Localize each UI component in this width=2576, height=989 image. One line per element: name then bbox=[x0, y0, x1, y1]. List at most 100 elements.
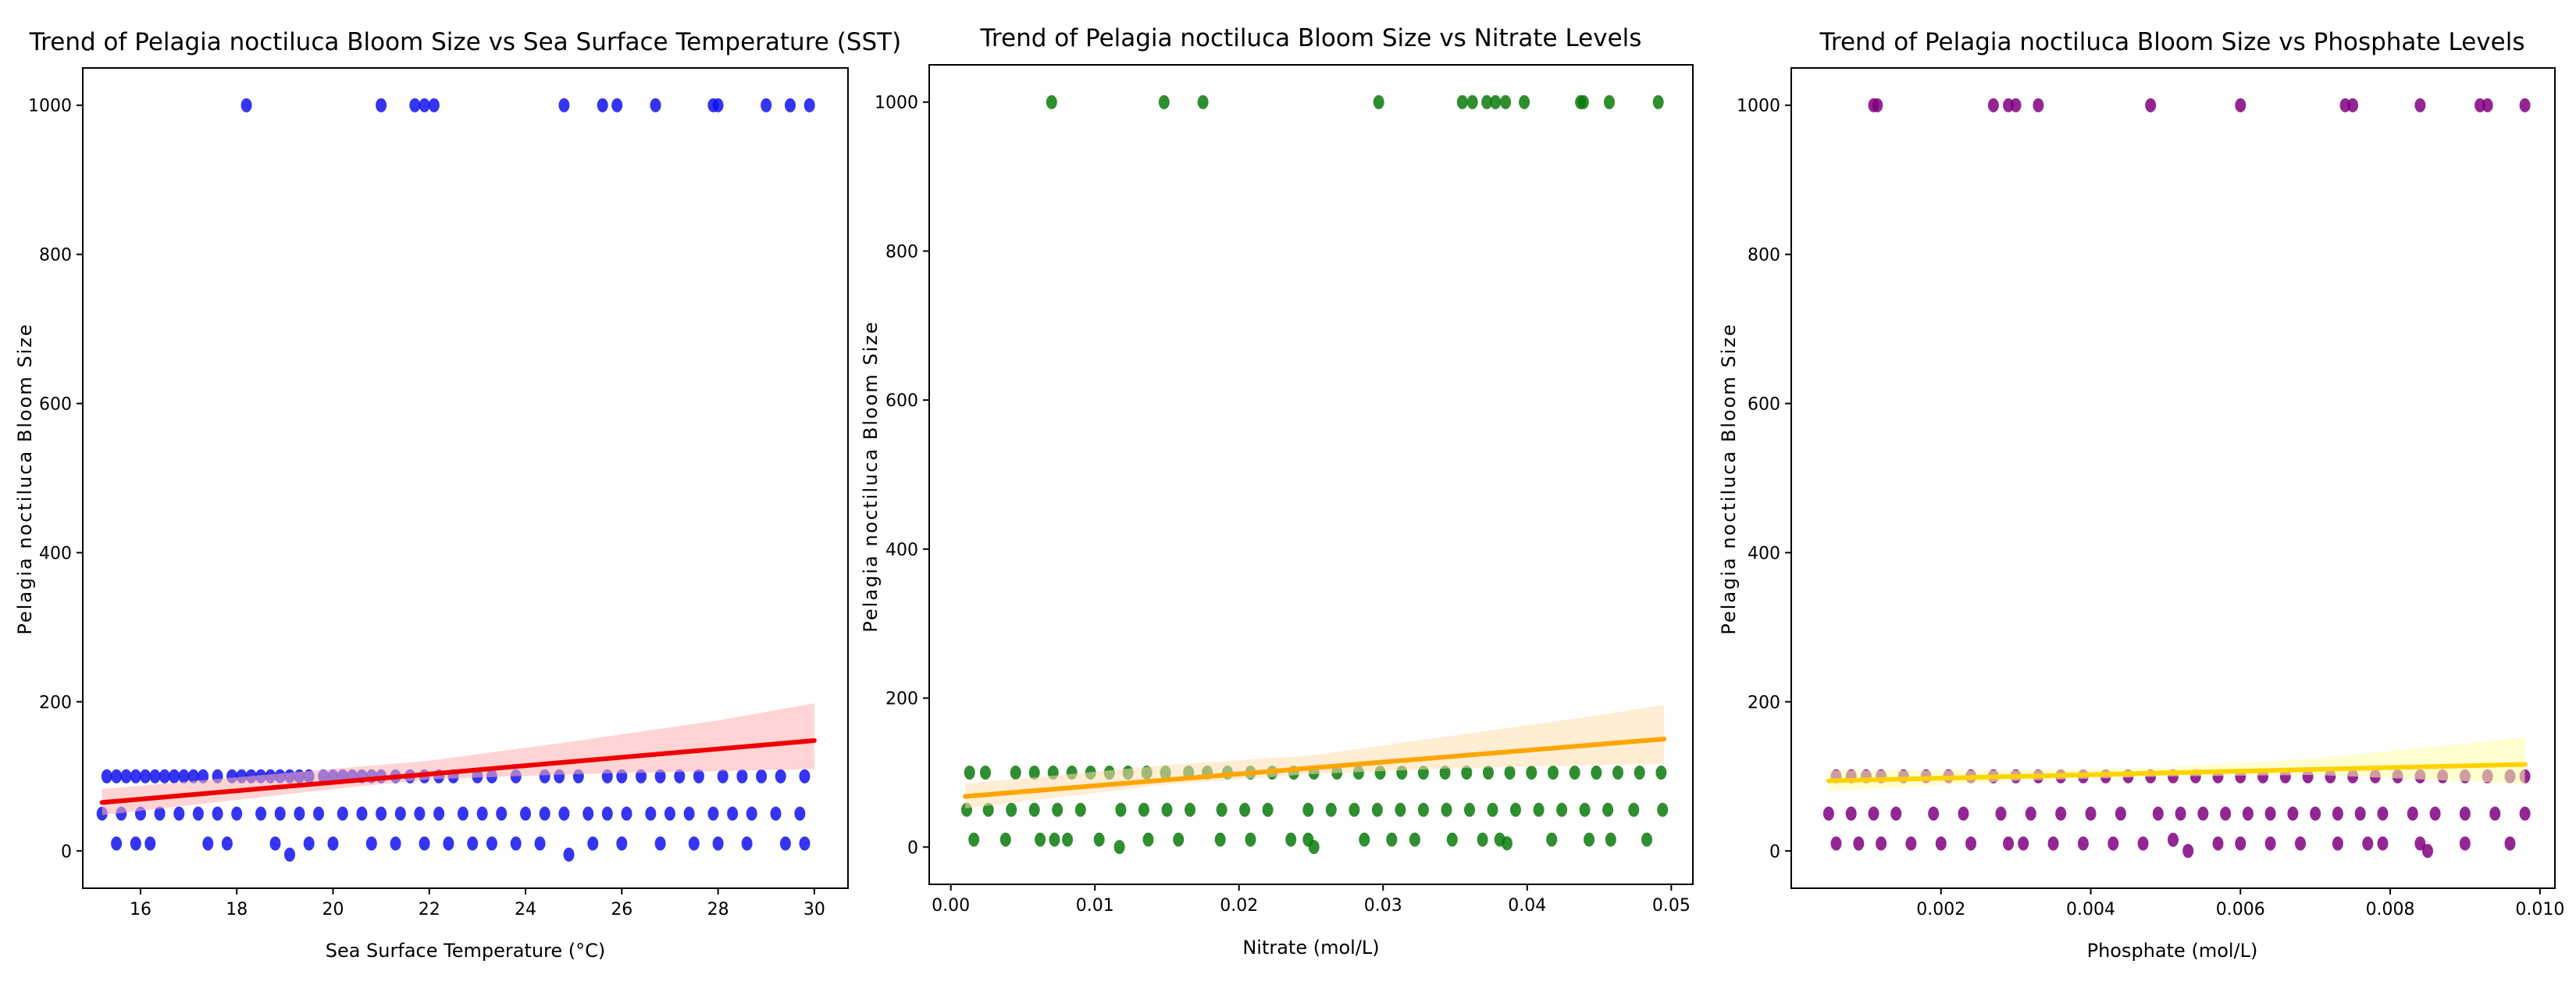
data-point bbox=[1245, 832, 1256, 847]
data-point bbox=[140, 769, 151, 784]
data-point bbox=[1138, 802, 1149, 817]
data-point bbox=[1216, 802, 1227, 817]
data-point bbox=[1481, 95, 1493, 109]
y-tick-label: 0 bbox=[1769, 842, 1780, 862]
chart-panel-nitrate: Trend of Pelagia noctiluca Bloom Size vs… bbox=[860, 24, 1694, 959]
data-point bbox=[2459, 806, 2471, 821]
data-point bbox=[111, 769, 123, 784]
data-point bbox=[1028, 802, 1040, 817]
data-point bbox=[1612, 766, 1623, 780]
data-point bbox=[2242, 806, 2254, 821]
y-tick-label: 400 bbox=[885, 541, 918, 560]
y-tick-label: 200 bbox=[1748, 693, 1780, 712]
data-point bbox=[674, 769, 686, 784]
y-tick-label: 800 bbox=[1748, 246, 1780, 266]
y-axis-label: Pelagia noctiluca Bloom Size bbox=[860, 320, 882, 632]
data-point bbox=[212, 806, 223, 821]
x-axis-label: Nitrate (mol/L) bbox=[1242, 937, 1379, 959]
data-point bbox=[510, 836, 522, 851]
data-point bbox=[1876, 836, 1887, 851]
data-point bbox=[1006, 802, 1017, 817]
data-point bbox=[327, 836, 339, 851]
x-axis-label: Sea Surface Temperature (°C) bbox=[326, 940, 606, 962]
data-point bbox=[2459, 836, 2471, 851]
data-point bbox=[2003, 836, 2015, 851]
data-point bbox=[1115, 802, 1127, 817]
data-point bbox=[101, 769, 112, 784]
data-point bbox=[1456, 95, 1468, 109]
data-point bbox=[1161, 802, 1173, 817]
data-point bbox=[1349, 802, 1360, 817]
data-point bbox=[2295, 836, 2306, 851]
data-point bbox=[1173, 832, 1185, 847]
data-point bbox=[356, 806, 368, 821]
data-point bbox=[1556, 802, 1568, 817]
data-point bbox=[2422, 844, 2433, 859]
data-point bbox=[2489, 806, 2501, 821]
data-point bbox=[1500, 95, 1512, 109]
data-point bbox=[1958, 806, 1969, 821]
data-point bbox=[1546, 832, 1558, 847]
data-point bbox=[394, 806, 406, 821]
data-point bbox=[1487, 802, 1498, 817]
data-point bbox=[303, 836, 315, 851]
data-point bbox=[1285, 832, 1297, 847]
data-point bbox=[736, 769, 748, 784]
data-point bbox=[761, 98, 772, 112]
data-point bbox=[539, 806, 550, 821]
data-point bbox=[1461, 766, 1473, 780]
data-point bbox=[2025, 806, 2036, 821]
data-point bbox=[496, 806, 508, 821]
data-point bbox=[419, 836, 430, 851]
data-point bbox=[650, 98, 661, 112]
x-tick-label: 0.006 bbox=[2216, 900, 2265, 919]
data-point bbox=[1113, 840, 1125, 855]
data-point bbox=[712, 836, 724, 851]
data-point bbox=[799, 769, 811, 784]
data-point bbox=[964, 766, 975, 780]
data-point bbox=[192, 806, 204, 821]
data-point bbox=[2107, 836, 2119, 851]
data-point bbox=[558, 806, 570, 821]
data-point bbox=[1965, 836, 1977, 851]
data-point bbox=[1995, 806, 2007, 821]
data-point bbox=[1890, 806, 1902, 821]
y-tick-label: 400 bbox=[1748, 544, 1780, 563]
data-point bbox=[1483, 766, 1494, 780]
y-tick-label: 0 bbox=[61, 842, 72, 862]
data-point bbox=[187, 769, 199, 784]
data-point bbox=[1519, 95, 1530, 109]
data-point bbox=[1417, 802, 1429, 817]
x-tick-label: 28 bbox=[707, 900, 729, 919]
data-point bbox=[1591, 766, 1602, 780]
data-point bbox=[1325, 802, 1337, 817]
plot-area bbox=[1822, 98, 2531, 859]
data-point bbox=[1446, 832, 1458, 847]
data-point bbox=[313, 806, 324, 821]
data-point bbox=[683, 806, 695, 821]
data-point bbox=[587, 836, 599, 851]
plot-frame bbox=[928, 64, 1694, 885]
data-point bbox=[1987, 98, 1999, 112]
regression-line bbox=[1826, 762, 2528, 784]
plot-area bbox=[961, 95, 1669, 855]
data-point bbox=[2332, 806, 2343, 821]
data-point bbox=[2264, 836, 2276, 851]
x-tick-label: 26 bbox=[611, 900, 632, 919]
y-axis-label: Pelagia noctiluca Bloom Size bbox=[14, 323, 36, 634]
data-point bbox=[149, 769, 161, 784]
data-point bbox=[1584, 832, 1595, 847]
data-point bbox=[1604, 95, 1615, 109]
data-point bbox=[1052, 802, 1064, 817]
data-point bbox=[467, 836, 479, 851]
data-point bbox=[365, 836, 377, 851]
data-point bbox=[654, 836, 666, 851]
data-point bbox=[1490, 95, 1502, 109]
y-tick-label: 0 bbox=[907, 838, 918, 858]
regression-line bbox=[99, 738, 817, 805]
data-point bbox=[1830, 836, 1842, 851]
data-point bbox=[120, 769, 132, 784]
data-point bbox=[611, 98, 623, 112]
data-point bbox=[294, 806, 305, 821]
data-point bbox=[1652, 95, 1664, 109]
